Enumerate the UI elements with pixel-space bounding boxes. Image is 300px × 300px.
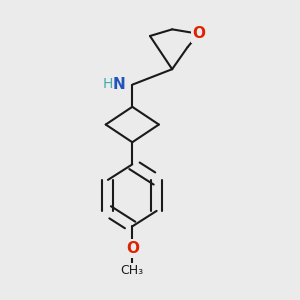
Text: O: O bbox=[192, 26, 205, 41]
Text: N: N bbox=[113, 77, 126, 92]
Text: CH₃: CH₃ bbox=[121, 264, 144, 277]
Text: O: O bbox=[126, 241, 139, 256]
Text: H: H bbox=[103, 76, 113, 91]
